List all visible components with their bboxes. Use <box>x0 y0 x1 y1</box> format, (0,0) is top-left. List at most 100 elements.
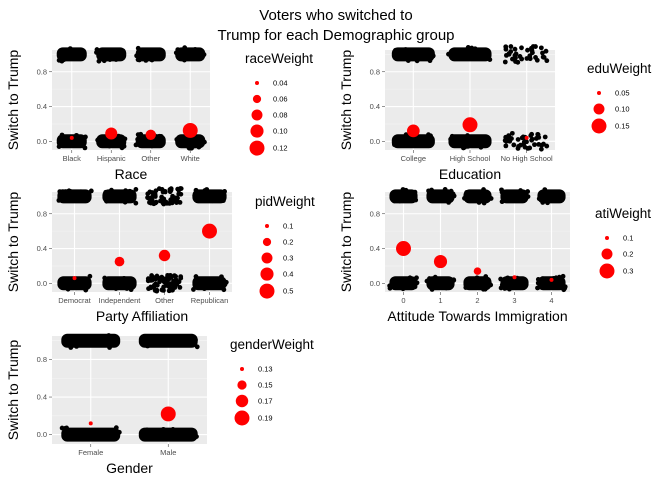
data-point <box>544 58 550 64</box>
data-point <box>95 137 101 143</box>
data-point <box>408 283 414 288</box>
legend-label: 0.1 <box>283 222 293 231</box>
data-point <box>194 434 199 440</box>
data-point <box>503 138 509 144</box>
data-point <box>465 133 470 138</box>
data-point <box>474 275 480 281</box>
data-point <box>95 334 101 340</box>
weight-marker-other <box>158 249 171 262</box>
data-point <box>136 57 142 63</box>
panel-2: 0.0 0.4 0.8 Democrat Independent Other Republi… <box>5 186 315 324</box>
data-point <box>121 143 127 149</box>
data-point <box>432 274 438 280</box>
data-point <box>503 143 509 149</box>
weight-marker-college <box>406 124 420 138</box>
legend-title: eduWeight <box>587 61 652 76</box>
data-point <box>138 131 144 137</box>
data-point <box>545 200 550 206</box>
data-point <box>456 52 462 58</box>
data-point <box>192 137 198 143</box>
legend-label: 0.4 <box>283 270 293 279</box>
data-point <box>84 436 90 442</box>
data-point <box>107 143 112 149</box>
data-point <box>153 281 159 287</box>
data-point <box>113 286 119 291</box>
figure-title-line-1: Voters who switched to <box>259 7 412 24</box>
data-point <box>61 57 67 63</box>
data-point <box>540 200 546 205</box>
data-point <box>83 284 89 290</box>
x-axis-title: Gender <box>106 460 153 476</box>
data-point <box>122 136 128 142</box>
y-tick-label: 0.8 <box>370 67 380 76</box>
x-axis-title: Party Affiliation <box>96 308 188 324</box>
legend-key <box>250 124 264 138</box>
data-point <box>87 336 93 342</box>
data-point <box>479 194 485 200</box>
data-point <box>62 142 68 148</box>
data-point <box>183 50 188 56</box>
data-point <box>195 142 201 148</box>
data-points-switch-independent <box>102 187 139 206</box>
data-point <box>449 49 455 55</box>
data-point <box>135 45 141 51</box>
data-point <box>181 335 187 341</box>
data-point <box>397 198 403 204</box>
data-point <box>193 274 199 279</box>
data-point <box>462 195 467 201</box>
data-point <box>508 44 514 49</box>
data-points-switch-hispanic <box>94 47 127 64</box>
y-tick-label: 0.0 <box>370 137 380 146</box>
data-point <box>465 44 471 50</box>
legend-label: 0.5 <box>283 287 293 296</box>
data-points-switch-1 <box>426 186 457 205</box>
legend-label: 0.08 <box>273 111 288 120</box>
data-point <box>533 136 539 141</box>
size-legend: genderWeight 0.13 0.15 0.17 0.19 <box>230 337 314 426</box>
weight-marker-republican <box>202 223 217 239</box>
data-point <box>133 200 139 206</box>
data-point <box>97 338 103 344</box>
legend-key <box>237 380 247 390</box>
x-tick-label: Male <box>160 448 176 457</box>
data-point <box>119 284 125 290</box>
data-point <box>109 187 114 193</box>
data-points-no-switch-0 <box>387 275 420 292</box>
data-point <box>182 428 188 433</box>
data-point <box>556 274 562 280</box>
data-point <box>430 53 436 59</box>
data-point <box>67 46 73 52</box>
data-point <box>113 425 119 431</box>
data-points-no-switch-black <box>56 132 88 151</box>
y-tick-label: 0.4 <box>370 244 380 253</box>
data-point <box>543 48 549 54</box>
data-point <box>204 187 210 192</box>
data-points-no-switch-democrat <box>57 273 93 293</box>
data-point <box>194 344 200 350</box>
data-point <box>152 432 158 438</box>
data-point <box>200 189 205 195</box>
data-point <box>56 144 62 150</box>
data-point <box>529 45 534 51</box>
data-point <box>394 142 400 147</box>
data-point <box>220 198 226 203</box>
x-axis-title: Education <box>439 166 501 182</box>
data-point <box>120 48 126 54</box>
data-point <box>135 136 141 142</box>
data-point <box>414 275 419 281</box>
weight-marker-black <box>69 135 74 140</box>
data-point <box>535 285 540 291</box>
weight-marker-male <box>160 406 176 422</box>
weight-marker-no-high-school <box>524 135 529 140</box>
data-point <box>472 46 478 52</box>
data-point <box>145 434 151 440</box>
data-point <box>156 186 162 192</box>
data-point <box>515 59 521 65</box>
data-point <box>519 135 525 141</box>
data-point <box>219 274 224 280</box>
data-point <box>124 283 130 289</box>
data-point <box>487 57 493 62</box>
legend-title: atiWeight <box>595 206 651 221</box>
data-point <box>81 276 86 282</box>
x-tick-label: Black <box>63 154 82 163</box>
